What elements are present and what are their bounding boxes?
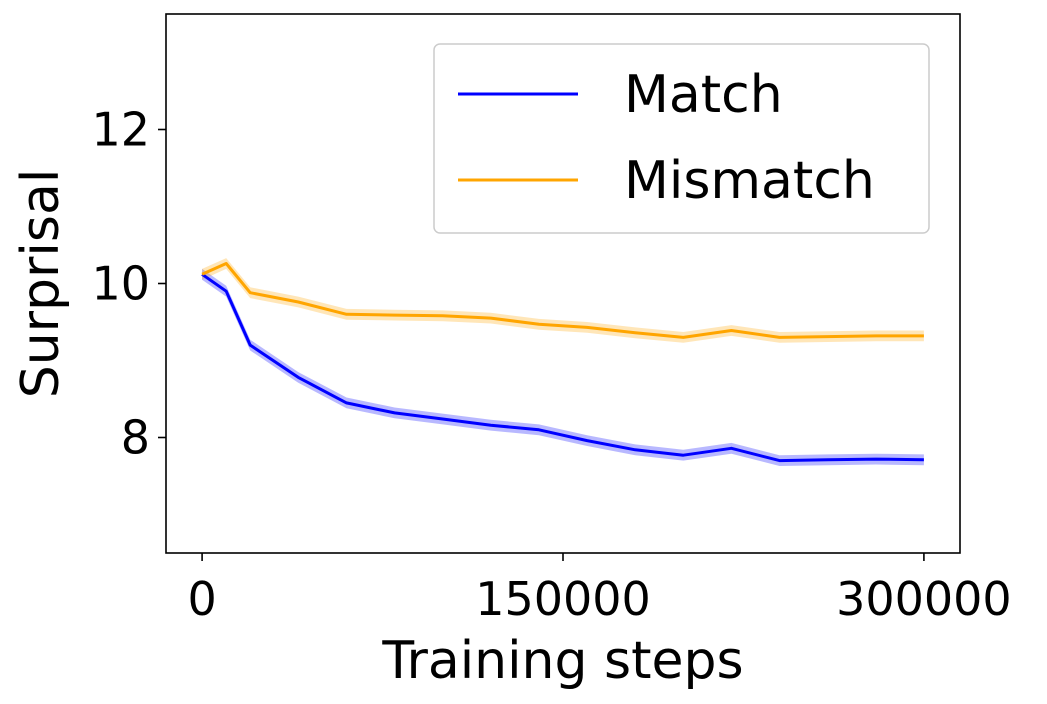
y-tick-label: 10 <box>91 257 150 311</box>
x-axis-label: Training steps <box>381 631 743 691</box>
series-line-match <box>201 273 924 463</box>
y-tick-label: 8 <box>121 411 150 465</box>
x-tick-label: 0 <box>187 572 216 626</box>
band-mismatch <box>202 258 924 343</box>
series-line-mismatch <box>201 262 924 339</box>
x-tick-label: 300000 <box>836 572 1012 626</box>
y-tick-label: 12 <box>91 103 150 157</box>
legend-box <box>433 43 930 234</box>
series-lines <box>201 262 924 463</box>
y-axis-label: Surprisal <box>11 169 71 399</box>
legend-label-match: Match <box>624 65 783 125</box>
x-tick-label: 150000 <box>475 572 651 626</box>
legend-label-mismatch: Mismatch <box>624 151 875 211</box>
x-axis-ticks: 0 150000 300000 <box>187 553 1012 626</box>
legend: Match Mismatch <box>433 43 930 234</box>
y-axis-ticks: 8 10 12 <box>91 103 166 465</box>
